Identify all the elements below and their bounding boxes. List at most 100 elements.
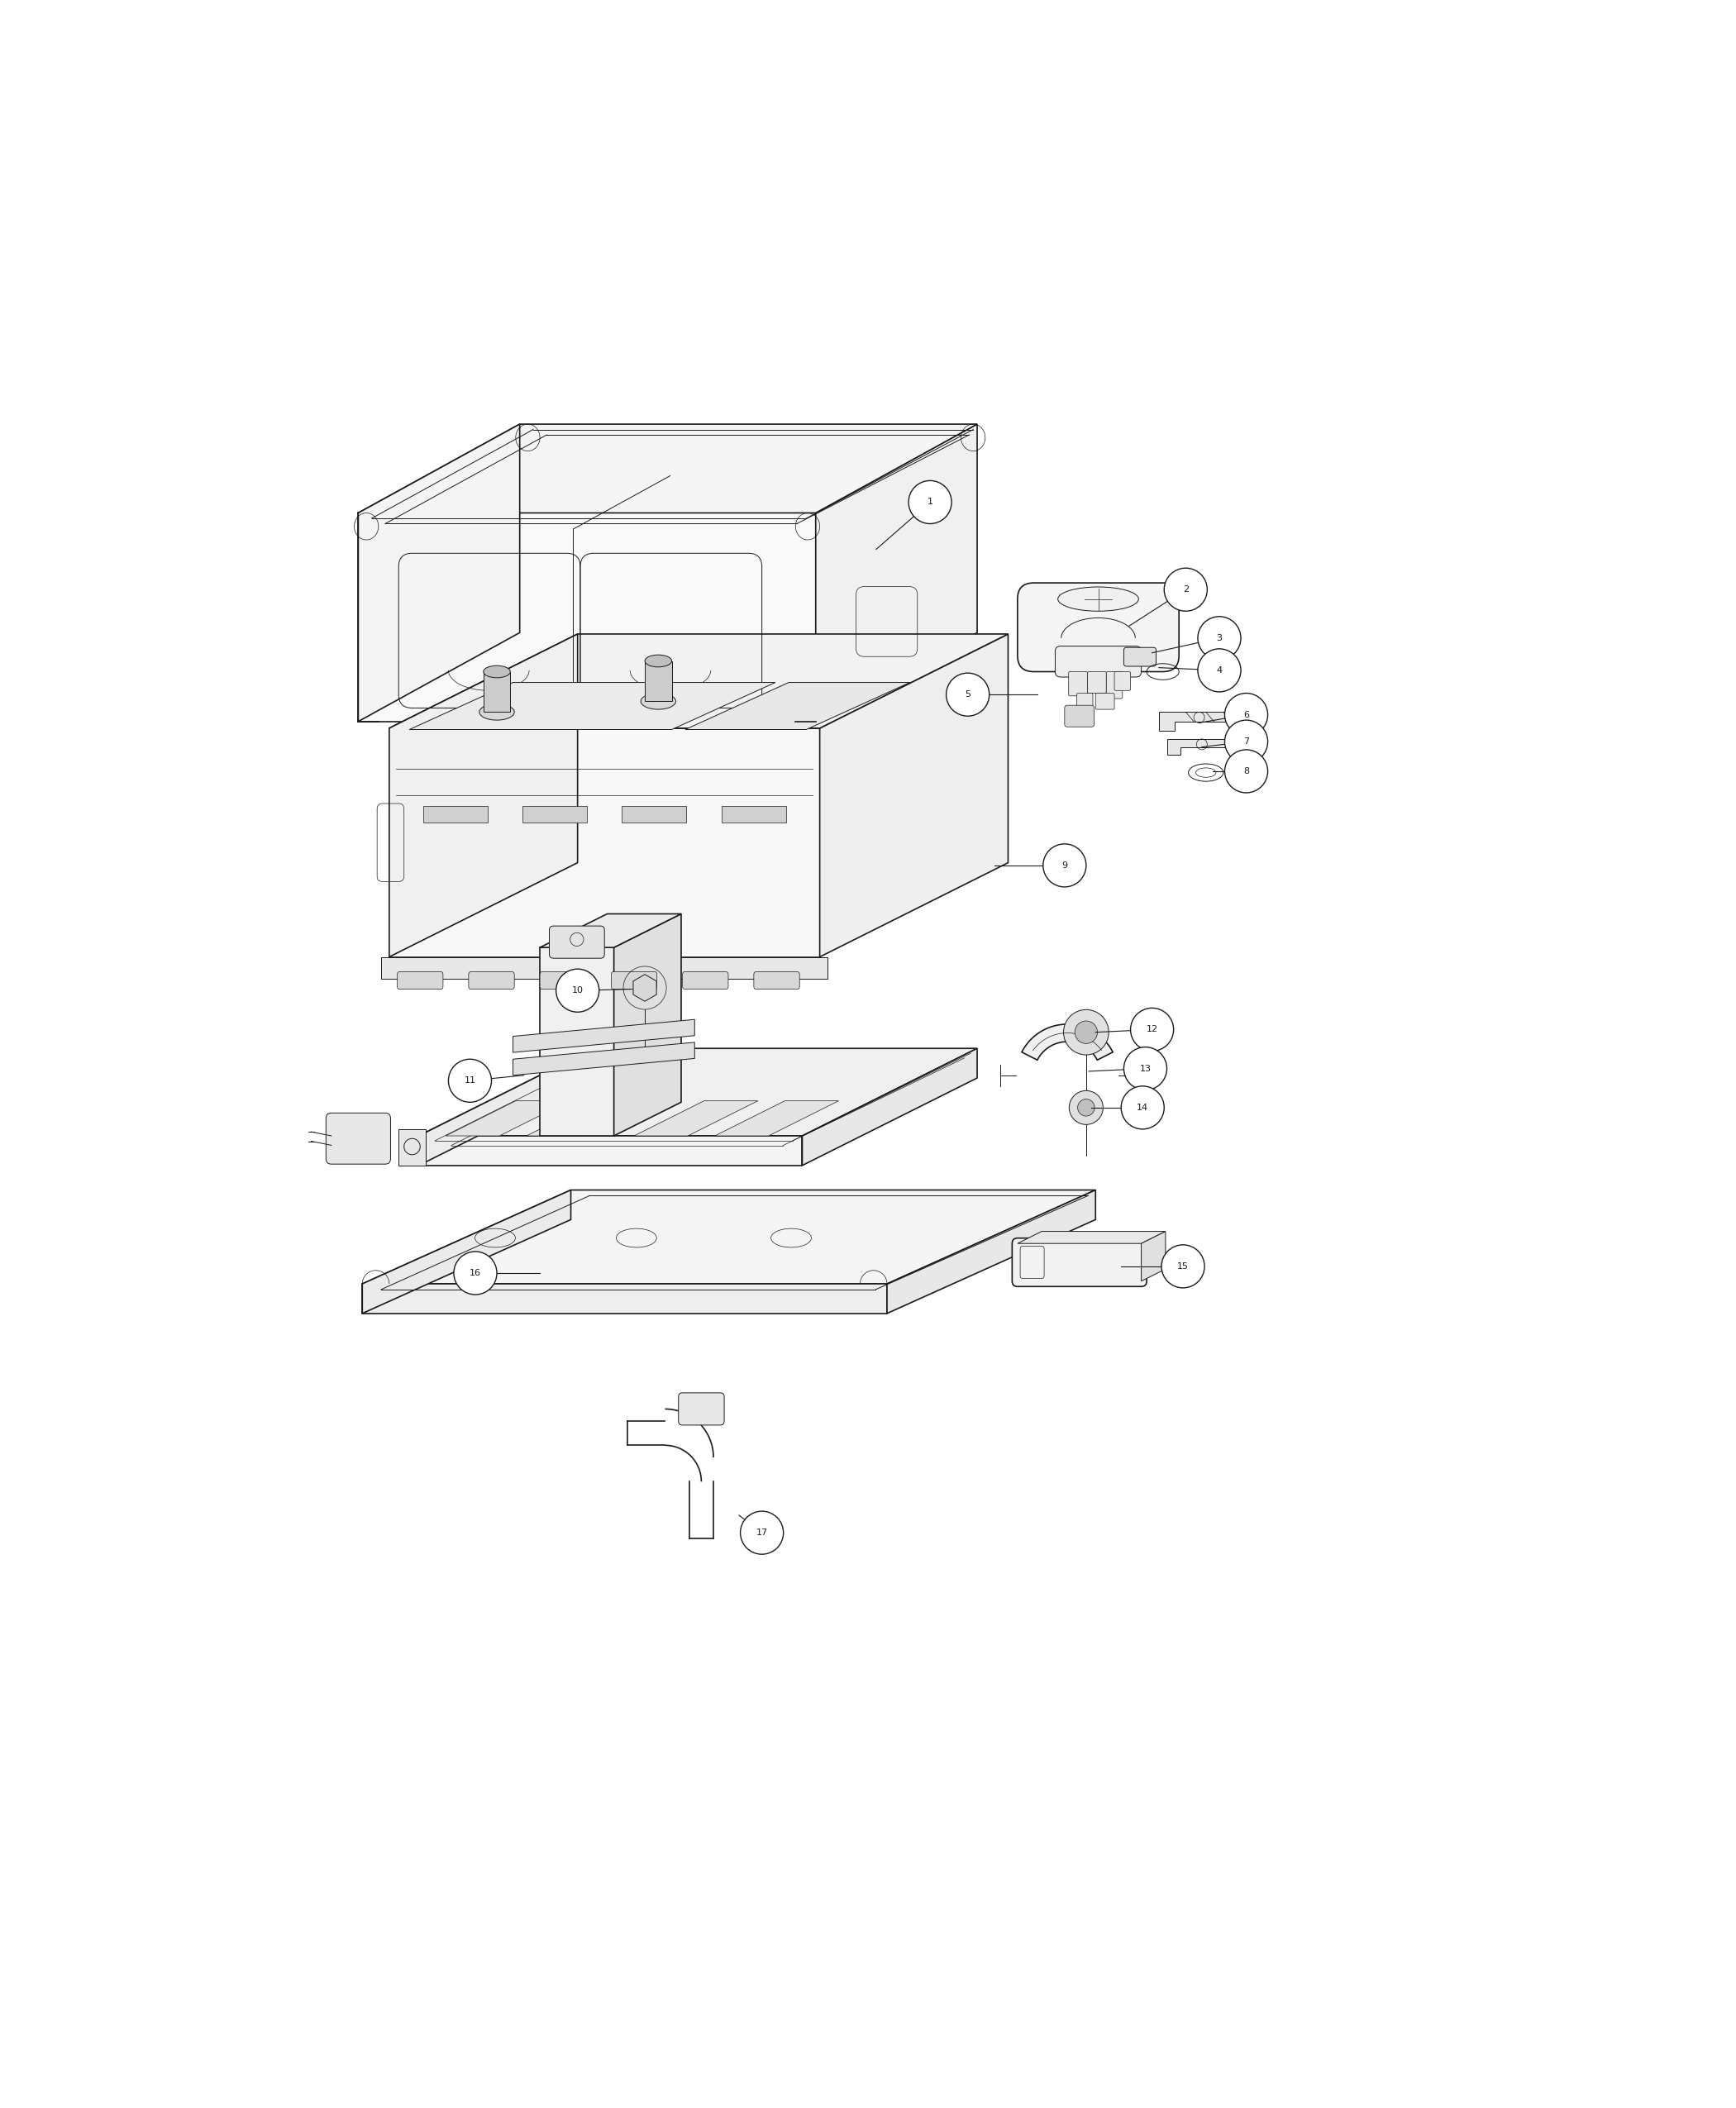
Ellipse shape <box>483 666 510 679</box>
Bar <box>722 805 786 822</box>
Polygon shape <box>358 512 816 721</box>
Text: 13: 13 <box>1139 1065 1151 1073</box>
Polygon shape <box>526 1100 651 1136</box>
FancyBboxPatch shape <box>326 1113 391 1164</box>
Polygon shape <box>540 915 681 946</box>
Circle shape <box>556 970 599 1012</box>
FancyBboxPatch shape <box>611 972 656 989</box>
Text: 10: 10 <box>571 987 583 995</box>
Circle shape <box>453 1252 496 1294</box>
FancyBboxPatch shape <box>1115 672 1130 691</box>
Text: 15: 15 <box>1177 1263 1189 1271</box>
Polygon shape <box>644 662 672 702</box>
Circle shape <box>448 1058 491 1102</box>
Polygon shape <box>446 1100 569 1136</box>
Circle shape <box>1224 750 1267 793</box>
Bar <box>424 805 488 822</box>
Circle shape <box>1043 843 1087 887</box>
Circle shape <box>1123 1048 1167 1090</box>
Polygon shape <box>358 424 977 512</box>
Polygon shape <box>1017 1231 1165 1244</box>
Polygon shape <box>389 635 1009 727</box>
Text: 16: 16 <box>469 1269 481 1277</box>
Polygon shape <box>483 672 510 713</box>
Text: 14: 14 <box>1137 1102 1149 1111</box>
Text: 12: 12 <box>1146 1024 1158 1033</box>
Circle shape <box>1165 567 1207 611</box>
Circle shape <box>1121 1086 1165 1130</box>
Polygon shape <box>363 1284 887 1313</box>
Polygon shape <box>410 683 776 729</box>
Ellipse shape <box>644 656 672 666</box>
FancyBboxPatch shape <box>1017 584 1179 672</box>
Circle shape <box>1224 694 1267 736</box>
Text: 1: 1 <box>927 497 932 506</box>
Text: 3: 3 <box>1217 635 1222 643</box>
Polygon shape <box>715 1100 838 1136</box>
Polygon shape <box>399 1130 425 1166</box>
FancyBboxPatch shape <box>753 972 800 989</box>
Polygon shape <box>634 1100 759 1136</box>
Polygon shape <box>389 635 578 957</box>
Text: 17: 17 <box>757 1528 767 1537</box>
Polygon shape <box>615 915 681 1136</box>
FancyBboxPatch shape <box>679 1393 724 1425</box>
Circle shape <box>1161 1246 1205 1288</box>
Text: 5: 5 <box>965 691 970 698</box>
FancyBboxPatch shape <box>1087 672 1106 694</box>
Polygon shape <box>819 635 1009 957</box>
Text: 9: 9 <box>1062 862 1068 871</box>
Ellipse shape <box>479 704 514 721</box>
Polygon shape <box>1167 740 1236 755</box>
Circle shape <box>1064 1010 1109 1054</box>
Bar <box>621 805 686 822</box>
Polygon shape <box>1160 713 1236 731</box>
Text: 11: 11 <box>464 1077 476 1086</box>
Polygon shape <box>634 974 656 1001</box>
Circle shape <box>1198 616 1241 660</box>
Polygon shape <box>686 683 910 729</box>
Text: 4: 4 <box>1217 666 1222 675</box>
FancyBboxPatch shape <box>682 972 729 989</box>
Polygon shape <box>514 1020 694 1052</box>
Circle shape <box>1198 649 1241 691</box>
Polygon shape <box>363 1191 1095 1284</box>
Circle shape <box>1069 1090 1102 1124</box>
Circle shape <box>946 672 990 717</box>
FancyBboxPatch shape <box>1069 672 1087 696</box>
Polygon shape <box>363 1191 571 1313</box>
Polygon shape <box>540 946 615 1136</box>
FancyBboxPatch shape <box>1095 694 1115 710</box>
Text: 2: 2 <box>1182 586 1189 594</box>
Circle shape <box>1075 1020 1097 1043</box>
Text: 8: 8 <box>1243 767 1250 776</box>
Circle shape <box>908 481 951 523</box>
Polygon shape <box>418 1048 977 1136</box>
FancyBboxPatch shape <box>469 972 514 989</box>
Polygon shape <box>816 424 977 721</box>
FancyBboxPatch shape <box>398 972 443 989</box>
FancyBboxPatch shape <box>1123 647 1156 666</box>
Polygon shape <box>802 1048 977 1166</box>
FancyBboxPatch shape <box>1055 647 1141 677</box>
FancyBboxPatch shape <box>549 925 604 959</box>
Polygon shape <box>514 1041 694 1075</box>
Ellipse shape <box>641 694 675 710</box>
Ellipse shape <box>1057 586 1139 611</box>
FancyBboxPatch shape <box>1012 1237 1147 1286</box>
Circle shape <box>1224 721 1267 763</box>
Circle shape <box>1078 1098 1095 1115</box>
FancyBboxPatch shape <box>1106 672 1123 698</box>
Bar <box>523 805 587 822</box>
Polygon shape <box>418 1048 594 1166</box>
Polygon shape <box>389 727 819 957</box>
Polygon shape <box>1141 1231 1165 1282</box>
Circle shape <box>1130 1008 1174 1052</box>
Bar <box>382 957 828 978</box>
Polygon shape <box>418 1136 802 1166</box>
Polygon shape <box>358 424 519 721</box>
Polygon shape <box>1023 1024 1113 1060</box>
FancyBboxPatch shape <box>1064 706 1094 727</box>
FancyBboxPatch shape <box>540 972 585 989</box>
Circle shape <box>740 1511 783 1554</box>
